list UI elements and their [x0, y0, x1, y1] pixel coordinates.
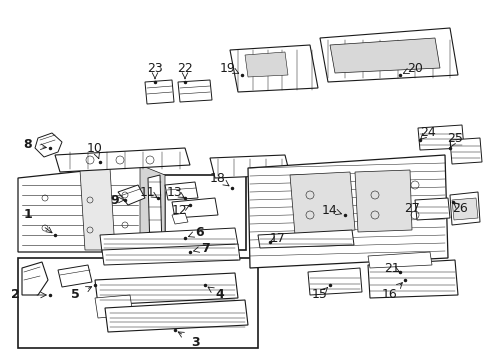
Polygon shape [118, 185, 145, 205]
Polygon shape [307, 268, 361, 295]
Text: 21: 21 [384, 261, 399, 274]
Polygon shape [80, 168, 115, 250]
Bar [148, 175, 245, 250]
Polygon shape [451, 198, 477, 220]
Polygon shape [449, 192, 479, 225]
Polygon shape [172, 198, 218, 218]
Polygon shape [209, 155, 289, 178]
Polygon shape [367, 260, 457, 298]
Polygon shape [367, 252, 431, 268]
Text: 12: 12 [172, 203, 187, 216]
Text: 11: 11 [140, 185, 156, 198]
Polygon shape [449, 138, 481, 164]
Text: 23: 23 [147, 62, 163, 75]
Text: 17: 17 [269, 231, 285, 244]
Polygon shape [172, 213, 187, 224]
Text: 9: 9 [110, 194, 119, 207]
Text: 18: 18 [210, 171, 225, 184]
Polygon shape [289, 172, 354, 235]
Polygon shape [102, 244, 240, 265]
Polygon shape [105, 300, 247, 332]
Polygon shape [55, 148, 190, 172]
Text: 5: 5 [70, 288, 79, 302]
Text: 27: 27 [403, 202, 419, 215]
Polygon shape [145, 80, 174, 104]
Text: 25: 25 [446, 131, 462, 144]
Polygon shape [247, 155, 447, 268]
Text: 8: 8 [23, 139, 32, 152]
Text: 26: 26 [451, 202, 467, 215]
Polygon shape [258, 230, 353, 248]
Text: 10: 10 [87, 141, 103, 154]
Text: 3: 3 [190, 336, 199, 348]
Polygon shape [329, 38, 439, 73]
Text: 2: 2 [11, 288, 20, 302]
Polygon shape [58, 265, 92, 287]
Polygon shape [148, 175, 162, 250]
Text: 20: 20 [406, 62, 422, 75]
Polygon shape [95, 273, 238, 305]
Text: 16: 16 [381, 288, 397, 302]
Polygon shape [389, 256, 417, 280]
Text: 4: 4 [215, 288, 224, 302]
Polygon shape [100, 228, 238, 252]
Text: 15: 15 [311, 288, 327, 302]
Text: 1: 1 [23, 208, 32, 221]
Polygon shape [140, 165, 164, 252]
Text: 19: 19 [220, 62, 235, 75]
Bar [18, 258, 258, 348]
Text: 24: 24 [419, 126, 435, 139]
Text: 7: 7 [200, 242, 209, 255]
Polygon shape [18, 165, 164, 252]
Polygon shape [164, 182, 198, 200]
Text: 14: 14 [322, 203, 337, 216]
Text: 22: 22 [177, 62, 192, 75]
Polygon shape [414, 198, 449, 220]
Text: 13: 13 [167, 185, 183, 198]
Polygon shape [22, 262, 48, 295]
Polygon shape [229, 45, 317, 92]
Polygon shape [354, 170, 411, 232]
Polygon shape [95, 295, 133, 318]
Polygon shape [319, 28, 457, 82]
Polygon shape [178, 80, 212, 102]
Polygon shape [244, 52, 287, 77]
Text: 6: 6 [195, 225, 204, 238]
Polygon shape [35, 133, 62, 157]
Polygon shape [417, 125, 463, 150]
